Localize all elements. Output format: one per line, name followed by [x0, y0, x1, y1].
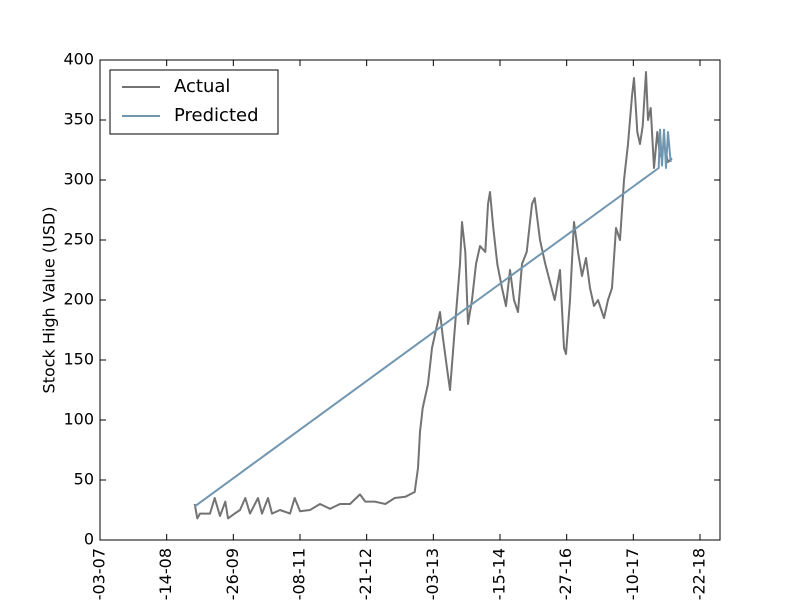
y-tick-label: 400	[63, 50, 94, 69]
plot-frame	[99, 59, 721, 541]
line-series	[193, 71, 673, 520]
y-tick-label: 350	[63, 110, 94, 129]
x-tick-label: -26-09	[223, 548, 242, 600]
y-tick-label: 300	[63, 170, 94, 189]
x-tick-label: -10-17	[623, 548, 642, 600]
x-tick-label: -15-14	[490, 548, 509, 600]
legend-label: Actual	[174, 76, 230, 97]
x-tick-label: -14-08	[156, 548, 175, 600]
x-tick-label: -27-16	[556, 548, 575, 600]
y-tick-label: 100	[63, 410, 94, 429]
legend-label: Predicted	[174, 105, 259, 126]
x-tick-label: -21-12	[356, 548, 375, 600]
x-tick-label: -08-11	[290, 548, 309, 600]
y-tick-label: 200	[63, 290, 94, 309]
line-series	[194, 128, 672, 508]
legend: Actual Predicted	[109, 69, 279, 135]
legend-box	[109, 69, 279, 135]
x-tick-label: -03-07	[90, 548, 109, 600]
y-axis-label: Stock High Value (USD)	[40, 207, 59, 394]
y-tick-label: 150	[63, 350, 94, 369]
y-tick-label: 50	[74, 470, 94, 489]
x-tick-label: -22-18	[690, 548, 709, 600]
y-tick-label: 0	[84, 530, 94, 549]
y-tick-label: 250	[63, 230, 94, 249]
x-tick-label: -03-13	[423, 548, 442, 600]
